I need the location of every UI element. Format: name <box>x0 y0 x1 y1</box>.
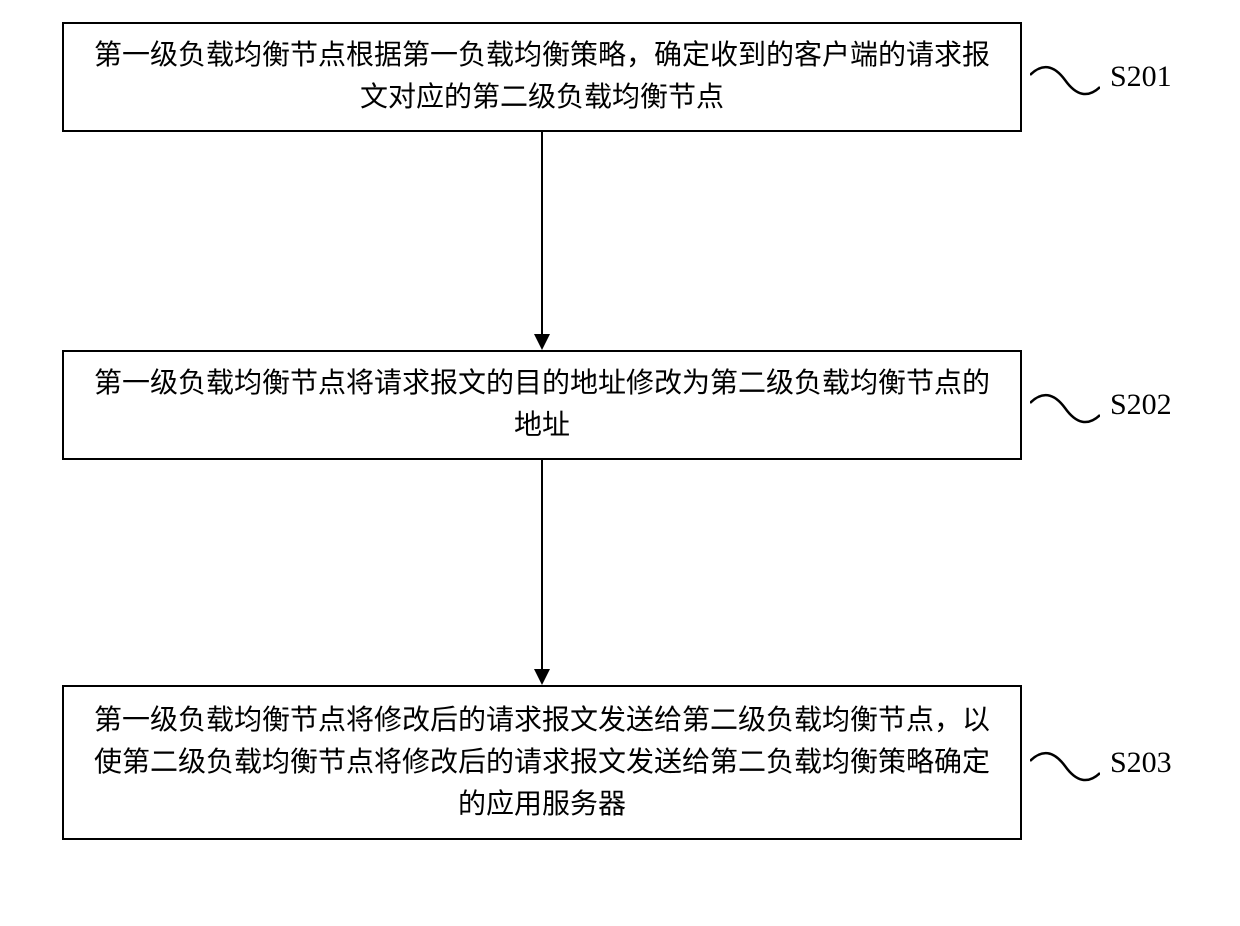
flowchart-step-2: 第一级负载均衡节点将请求报文的目的地址修改为第二级负载均衡节点的地址 <box>62 350 1022 460</box>
connector-tilde-2 <box>1030 393 1100 433</box>
flowchart-container: 第一级负载均衡节点根据第一负载均衡策略，确定收到的客户端的请求报文对应的第二级负… <box>0 0 1240 926</box>
connector-tilde-1 <box>1030 65 1100 105</box>
connector-tilde-3 <box>1030 751 1100 791</box>
step-1-text: 第一级负载均衡节点根据第一负载均衡策略，确定收到的客户端的请求报文对应的第二级负… <box>84 35 1000 119</box>
flowchart-step-3: 第一级负载均衡节点将修改后的请求报文发送给第二级负载均衡节点，以使第二级负载均衡… <box>62 685 1022 840</box>
step-2-text: 第一级负载均衡节点将请求报文的目的地址修改为第二级负载均衡节点的地址 <box>84 363 1000 447</box>
arrow-1-head <box>534 334 550 350</box>
arrow-2-line <box>541 460 543 669</box>
arrow-1-line <box>541 132 543 334</box>
step-3-text: 第一级负载均衡节点将修改后的请求报文发送给第二级负载均衡节点，以使第二级负载均衡… <box>84 700 1000 826</box>
arrow-2-head <box>534 669 550 685</box>
step-2-label: S202 <box>1110 388 1172 422</box>
step-1-label: S201 <box>1110 60 1172 94</box>
flowchart-step-1: 第一级负载均衡节点根据第一负载均衡策略，确定收到的客户端的请求报文对应的第二级负… <box>62 22 1022 132</box>
step-3-label: S203 <box>1110 746 1172 780</box>
